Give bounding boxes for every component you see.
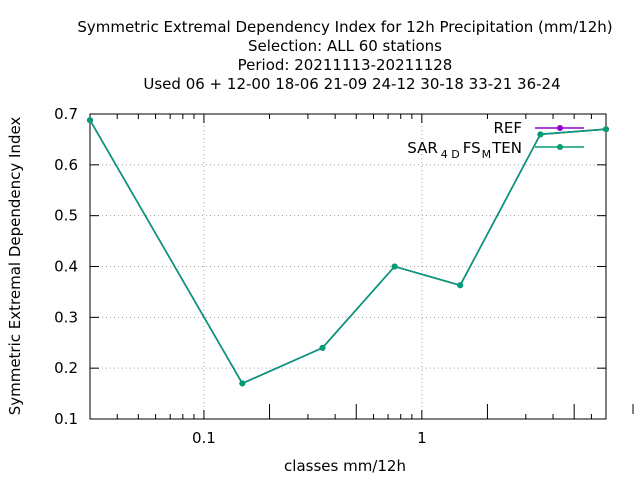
y-tick-label: 0.2 bbox=[54, 359, 78, 377]
y-tick-label: 0.7 bbox=[54, 105, 78, 123]
x-tick-label: 1 bbox=[417, 429, 427, 447]
data-point-sar bbox=[87, 117, 93, 124]
data-point-sar bbox=[537, 131, 544, 138]
data-point-sar bbox=[319, 344, 326, 351]
legend-sar-mid: FS bbox=[463, 139, 481, 157]
title-line-4: Used 06 + 12-00 18-06 21-09 24-12 30-18 … bbox=[143, 75, 560, 93]
tick-labels: 0.1 0.2 0.3 0.4 0.5 0.6 0.7 0.1 1 bbox=[54, 105, 426, 447]
axis-ticks bbox=[90, 113, 634, 420]
data-point-sar bbox=[239, 380, 246, 387]
legend-sar-sub2: M bbox=[482, 148, 492, 161]
series-layer bbox=[87, 117, 609, 387]
legend-label-sar: SAR 4 D FSMTEN bbox=[407, 139, 522, 161]
grid bbox=[90, 114, 606, 419]
title-line-1: Symmetric Extremal Dependency Index for … bbox=[77, 18, 612, 36]
plot-frame bbox=[89, 113, 607, 420]
legend-label-ref: REF bbox=[493, 119, 522, 137]
legend-marker-ref bbox=[557, 125, 563, 131]
data-point-sar bbox=[391, 263, 398, 270]
x-tick-label: 0.1 bbox=[192, 429, 216, 447]
title-line-3: Period: 20211113-20211128 bbox=[238, 56, 453, 74]
y-tick-label: 0.1 bbox=[54, 410, 78, 428]
legend-sar-end: TEN bbox=[491, 139, 522, 157]
legend-marker-sar bbox=[557, 144, 563, 150]
chart-title: Symmetric Extremal Dependency Index for … bbox=[77, 18, 612, 93]
y-tick-label: 0.4 bbox=[54, 258, 78, 276]
legend-sar-sub1: 4 D bbox=[441, 148, 460, 161]
data-point-sar bbox=[603, 126, 609, 133]
title-line-2: Selection: ALL 60 stations bbox=[248, 37, 442, 55]
legend-sar-main: SAR bbox=[407, 139, 437, 157]
data-point-sar bbox=[457, 282, 464, 289]
series-line-ref bbox=[89, 119, 607, 385]
y-axis-label: Symmetric Extremal Dependency Index bbox=[6, 117, 24, 416]
series-line-sar bbox=[89, 119, 607, 385]
y-tick-label: 0.3 bbox=[54, 308, 78, 326]
y-tick-label: 0.6 bbox=[54, 156, 78, 174]
x-axis-label: classes mm/12h bbox=[284, 457, 406, 475]
legend: REF SAR 4 D FSMTEN bbox=[407, 119, 584, 161]
y-tick-label: 0.5 bbox=[54, 207, 78, 225]
